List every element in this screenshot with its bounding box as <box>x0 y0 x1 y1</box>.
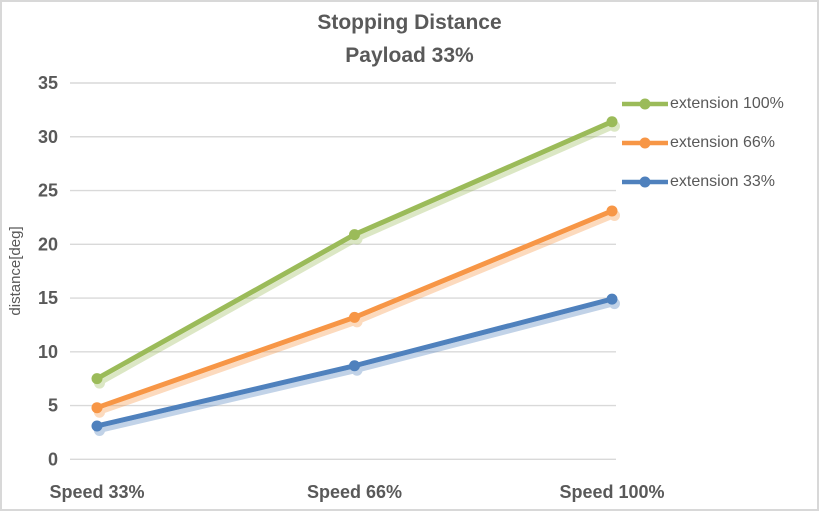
y-tick-label: 0 <box>48 449 58 469</box>
data-point-marker <box>606 205 618 217</box>
data-point-marker <box>91 402 103 414</box>
y-tick-label: 25 <box>38 181 58 201</box>
legend: extension 100% extension 66% extension 33% <box>621 84 784 201</box>
series-extension-33 <box>91 293 618 432</box>
legend-marker-icon <box>622 98 668 109</box>
y-axis-title: distance[deg] <box>7 226 24 315</box>
chart-title: Stopping Distance Payload 33% <box>0 6 819 72</box>
y-tick-label: 10 <box>38 342 58 362</box>
data-point-marker <box>349 311 360 323</box>
legend-label: extension 100% <box>670 94 784 112</box>
series-shadow-line <box>97 123 617 386</box>
legend-label: extension 33% <box>670 172 775 190</box>
data-point-marker <box>91 373 103 385</box>
series-shadow-extension-100 <box>94 120 620 389</box>
x-tick-label: Speed 66% <box>307 482 402 502</box>
data-point-marker <box>91 420 103 432</box>
y-tick-label: 15 <box>38 288 58 308</box>
legend-item-extension-100[interactable]: extension 100% <box>621 84 784 123</box>
legend-label: extension 66% <box>670 133 775 151</box>
series-extension-66 <box>91 205 618 414</box>
data-point-marker <box>349 360 360 372</box>
data-point-marker <box>606 293 618 305</box>
x-tick-label: Speed 100% <box>559 482 664 502</box>
y-tick-label: 30 <box>38 127 58 147</box>
series-extension-100 <box>91 116 618 385</box>
y-tick-label: 5 <box>48 396 58 416</box>
data-point-marker <box>606 116 618 128</box>
legend-item-extension-66[interactable]: extension 66% <box>621 123 784 162</box>
y-tick-label: 35 <box>38 73 58 93</box>
legend-item-extension-33[interactable]: extension 33% <box>621 162 784 201</box>
chart-title-line1: Stopping Distance <box>317 11 502 34</box>
legend-marker-icon <box>622 137 668 148</box>
data-point-marker <box>349 229 360 241</box>
y-tick-label: 20 <box>38 234 58 254</box>
x-tick-label: Speed 33% <box>49 482 144 502</box>
legend-marker-icon <box>622 176 668 187</box>
chart-title-line2: Payload 33% <box>345 44 474 67</box>
